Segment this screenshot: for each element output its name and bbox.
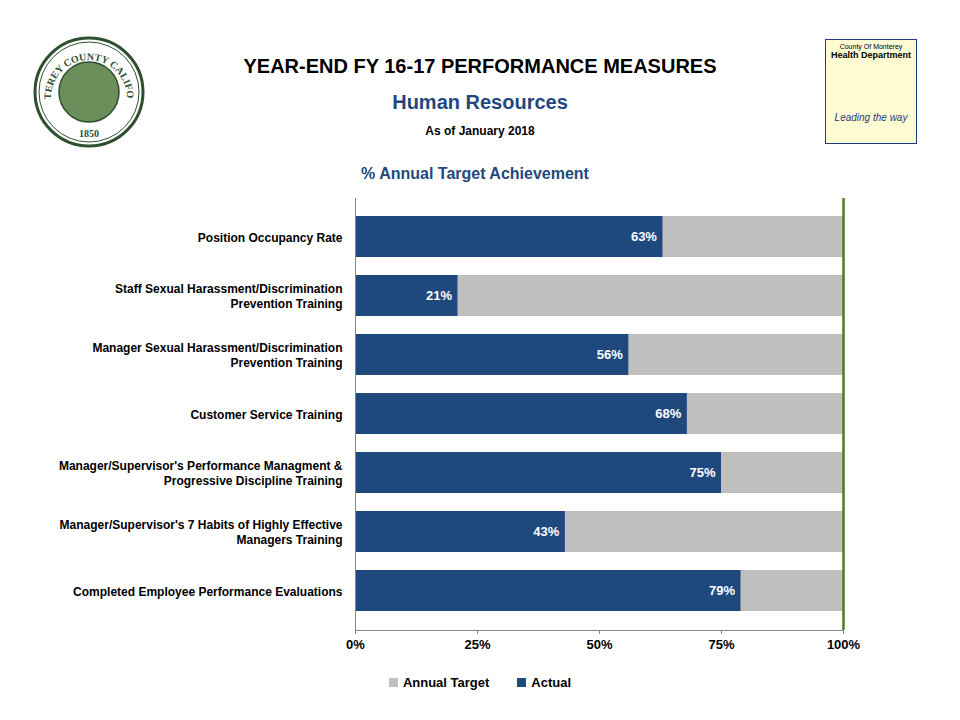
svg-text:1850: 1850 [79,128,99,139]
svg-text:Staff Sexual Harassment/Discri: Staff Sexual Harassment/DiscriminationPr… [115,282,342,311]
svg-text:50%: 50% [586,637,612,652]
svg-text:Manager Sexual Harassment/Disc: Manager Sexual Harassment/Discrimination… [92,341,342,370]
html-text:As of January 2018: As of January 2018 [425,124,535,138]
svg-text:43%: 43% [533,524,559,539]
html-text:Human Resources: Human Resources [392,91,568,113]
svg-text:MONTEREY COUNTY CALIFORNIA: MONTEREY COUNTY CALIFORNIA [33,36,136,100]
svg-text:68%: 68% [655,406,681,421]
html-text:Leading the way: Leading the way [834,112,908,123]
svg-text:75%: 75% [708,637,734,652]
svg-text:0%: 0% [346,637,365,652]
html-text:Health Department: Health Department [831,50,911,60]
html-text:Annual Target: Annual Target [402,675,490,691]
svg-text:75%: 75% [689,465,715,480]
svg-text:56%: 56% [597,347,623,362]
svg-text:Completed Employee Performance: Completed Employee Performance Evaluatio… [73,585,343,599]
html-text:Actual: Actual [531,675,572,691]
svg-text:Manager/Supervisor's Performan: Manager/Supervisor's Performance Managme… [59,459,343,488]
html-text:YEAR-END FY 16-17 PERFORMANCE: YEAR-END FY 16-17 PERFORMANCE MEASURES [243,55,717,77]
svg-text:Manager/Supervisor's 7 Habits: Manager/Supervisor's 7 Habits of Highly … [60,518,343,547]
svg-text:79%: 79% [709,583,735,598]
svg-text:21%: 21% [426,288,452,303]
svg-text:100%: 100% [827,637,861,652]
svg-text:Customer Service Training: Customer Service Training [190,408,342,422]
svg-text:25%: 25% [464,637,490,652]
html-text:County Of Monterey: County Of Monterey [839,43,903,50]
svg-text:Position Occupancy Rate: Position Occupancy Rate [198,231,343,245]
html-text:% Annual Target Achievement: % Annual Target Achievement [361,165,589,182]
svg-text:63%: 63% [631,229,657,244]
